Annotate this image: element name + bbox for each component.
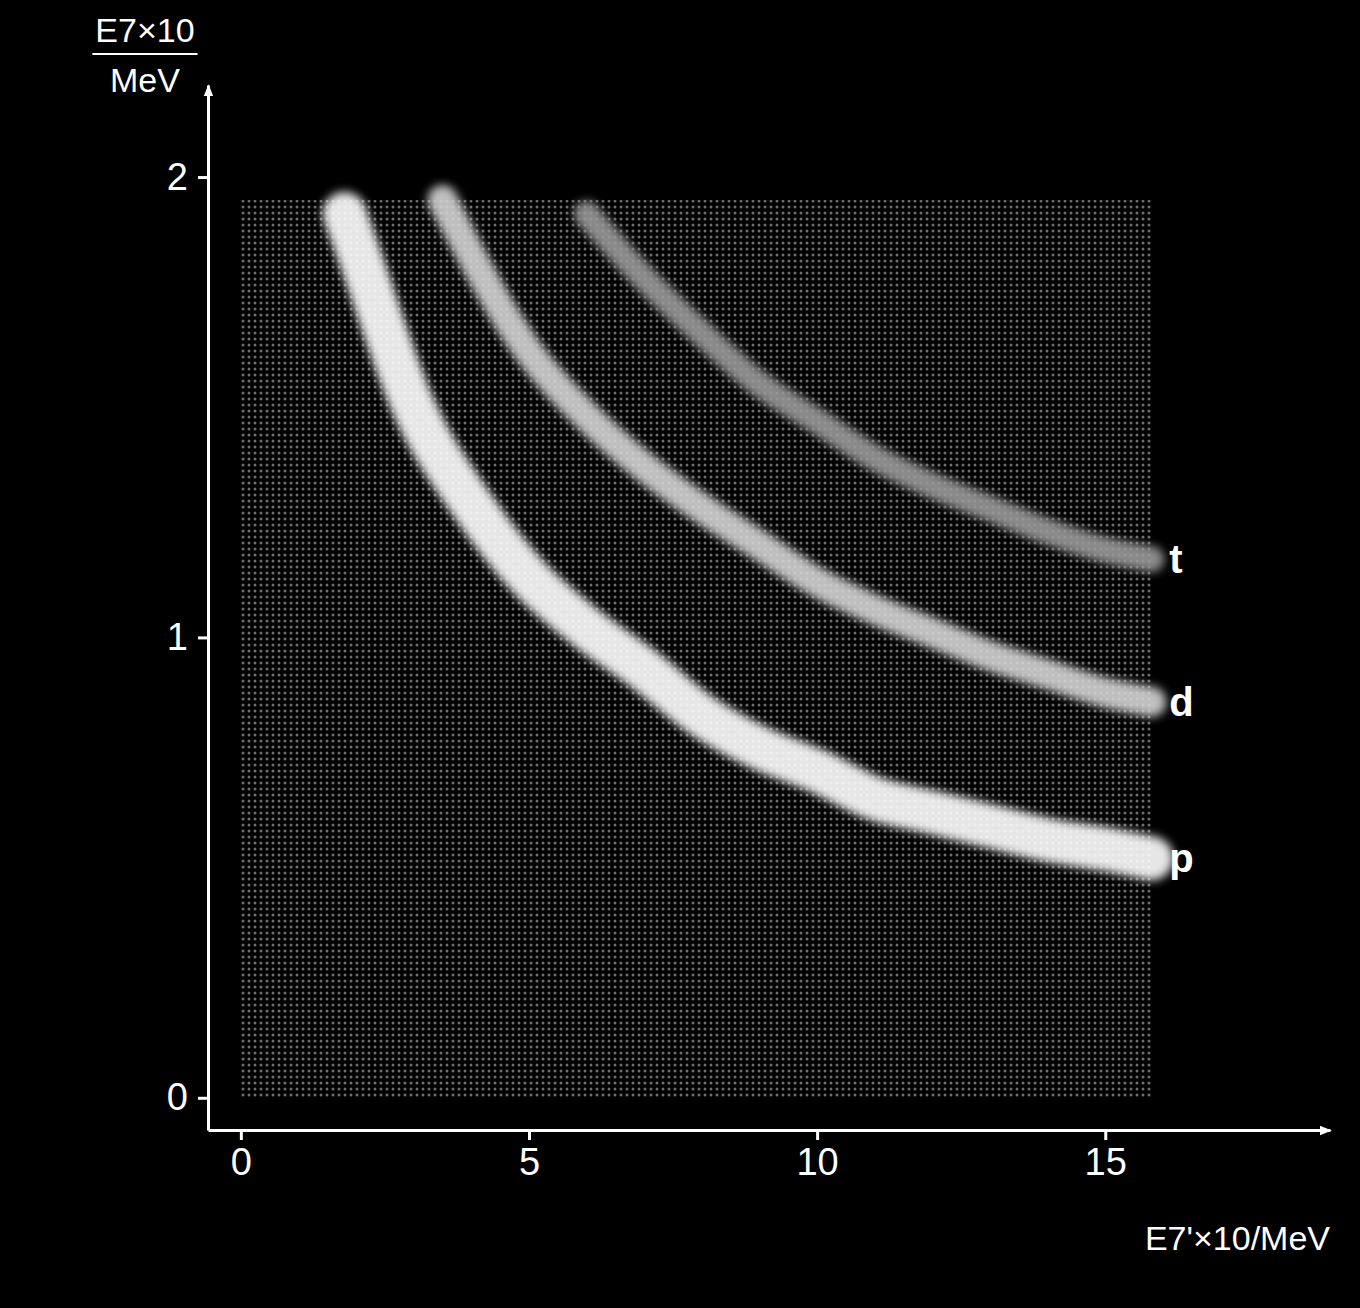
y-tick: 2: [167, 156, 208, 198]
x-tick-label: 0: [231, 1141, 252, 1183]
x-tick-mark: [1104, 1130, 1107, 1140]
x-tick-mark: [528, 1130, 531, 1140]
x-tick: 15: [1085, 1130, 1127, 1183]
x-tick: 0: [231, 1130, 252, 1183]
band-label: p: [1169, 836, 1193, 880]
y-axis-title: MeV: [110, 61, 180, 99]
x-tick-mark: [816, 1130, 819, 1140]
y-tick-mark: [198, 176, 208, 179]
x-axis-line: [209, 1129, 1331, 1132]
background: [0, 0, 1360, 1308]
x-axis-title: E7'×10/MeV: [1145, 1219, 1330, 1257]
x-axis: 0 5 10 15: [209, 1130, 1331, 1183]
band-label: d: [1169, 680, 1193, 724]
plot-area: [241, 200, 1152, 1098]
y-tick-mark: [198, 636, 208, 639]
histogram-background: [241, 200, 1152, 1098]
band-d: [443, 200, 1152, 702]
y-tick: 0: [167, 1076, 208, 1118]
y-axis-title: E7×10: [95, 11, 194, 49]
x-tick: 5: [519, 1130, 540, 1183]
y-tick-mark: [198, 1097, 208, 1100]
x-tick-label: 10: [796, 1141, 838, 1183]
y-tick-label: 0: [167, 1076, 188, 1118]
y-tick-label: 2: [167, 156, 188, 198]
fraction-bar: [92, 53, 197, 55]
y-axis: 0 1 2: [167, 86, 209, 1131]
x-tick-label: 15: [1085, 1141, 1127, 1183]
x-tick: 10: [796, 1130, 838, 1183]
band-t: [587, 214, 1152, 559]
y-tick-label: 1: [167, 616, 188, 658]
chart: p d t 0 5 10 15 0 1 2 E7'×10/MeV E7×10 MeV: [0, 0, 1360, 1308]
x-tick-label: 5: [519, 1141, 540, 1183]
y-axis-line: [207, 86, 210, 1131]
band-label: t: [1169, 537, 1182, 581]
x-tick-mark: [240, 1130, 243, 1140]
y-tick: 1: [167, 616, 208, 658]
